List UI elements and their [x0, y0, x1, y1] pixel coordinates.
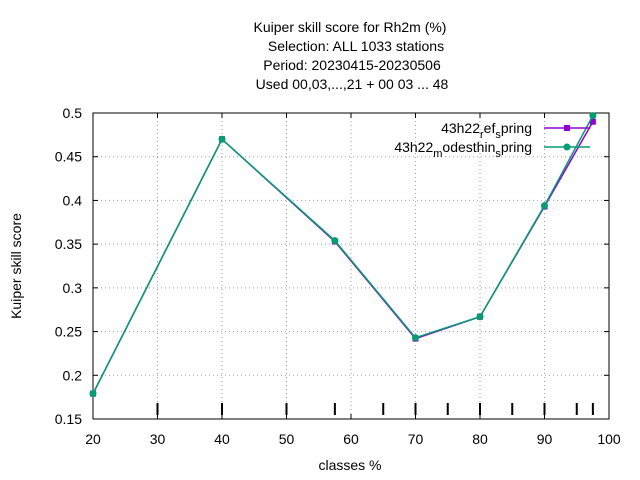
y-tick-label: 0.35 — [55, 236, 82, 252]
data-point — [589, 118, 596, 125]
series-line — [92, 115, 594, 394]
series-2 — [89, 112, 597, 398]
y-tick-label: 0.5 — [63, 105, 83, 121]
legend-entry-ref-spring: 43h22refspring — [441, 120, 590, 141]
y-axis-label: Kuiper skill score — [8, 213, 24, 319]
y-axis-ticks: 0.15 0.2 0.25 0.3 0.35 0.4 0.45 0.5 — [55, 105, 609, 427]
x-tick-label: 30 — [150, 431, 166, 447]
x-axis-ticks: 20 30 40 50 60 70 80 90 100 — [85, 113, 621, 447]
data-point — [218, 135, 226, 143]
x-tick-label: 20 — [85, 431, 101, 447]
data-point — [412, 334, 419, 342]
grid-lines — [93, 113, 609, 419]
title-line-4: Used 00,03,...,21 + 00 03 ... 48 — [256, 76, 449, 92]
y-tick-label: 0.2 — [63, 367, 83, 383]
title-line-3: Period: 20230415-20230506 — [263, 57, 441, 73]
y-tick-label: 0.25 — [55, 324, 82, 340]
series-1 — [90, 118, 596, 397]
x-tick-label: 70 — [408, 431, 424, 447]
x-tick-label: 100 — [597, 431, 621, 447]
y-tick-label: 0.15 — [55, 411, 82, 427]
title-line-2: Selection: ALL 1033 stations — [268, 38, 444, 54]
legend-entry-modesthin-spring: 43h22modesthinspring — [394, 139, 590, 160]
x-tick-label: 40 — [214, 431, 230, 447]
legend-marker-ref-spring — [564, 125, 570, 131]
x-tick-label: 60 — [343, 431, 359, 447]
title-line-1: Kuiper skill score for Rh2m (%) — [254, 19, 447, 35]
legend-label-ref-spring: 43h22refspring — [441, 120, 532, 141]
x-tick-label: 90 — [537, 431, 553, 447]
x-axis-label: classes % — [318, 457, 381, 473]
series-line — [92, 121, 594, 394]
data-point — [331, 237, 339, 245]
y-tick-label: 0.4 — [63, 192, 83, 208]
y-tick-label: 0.3 — [63, 280, 83, 296]
y-tick-label: 0.45 — [55, 149, 82, 165]
series-layer — [89, 112, 597, 398]
x-tick-label: 80 — [472, 431, 488, 447]
legend-label-modesthin-spring: 43h22modesthinspring — [394, 139, 532, 160]
x-tick-label: 50 — [279, 431, 295, 447]
legend: 43h22refspring 43h22modesthinspring — [394, 120, 590, 160]
legend-marker-modesthin-spring — [563, 143, 571, 151]
data-point — [541, 202, 548, 210]
data-point — [589, 112, 597, 120]
data-point — [476, 313, 484, 321]
class-marks — [156, 403, 594, 415]
chart-title: Kuiper skill score for Rh2m (%) Selectio… — [254, 19, 449, 92]
data-point — [89, 390, 97, 398]
